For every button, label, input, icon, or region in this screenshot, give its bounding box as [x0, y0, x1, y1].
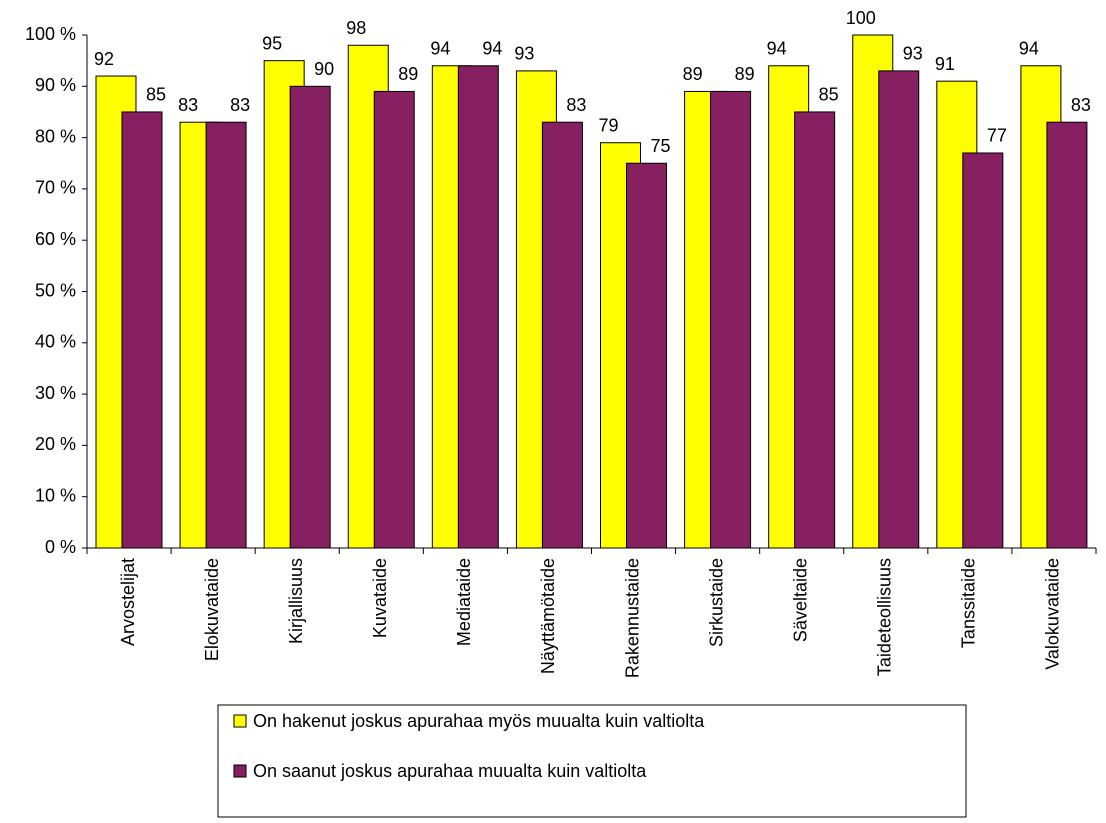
y-tick-label: 60 %: [35, 229, 76, 249]
data-label: 100: [846, 8, 876, 28]
data-label: 89: [735, 64, 755, 84]
x-tick-label: Arvostelijat: [118, 558, 138, 646]
x-tick-label: Kuvataide: [370, 558, 390, 638]
y-tick-label: 20 %: [35, 434, 76, 454]
bar: [1046, 121, 1088, 549]
bar: [541, 121, 583, 549]
x-tick-label: Säveltaide: [790, 558, 810, 642]
bar: [626, 162, 667, 549]
data-label: 92: [94, 49, 114, 69]
x-tick-label: Taideteollisuus: [875, 558, 895, 676]
data-label: 83: [566, 95, 586, 115]
legend-label: On saanut joskus apurahaa muualta kuin v…: [253, 761, 647, 781]
y-tick-label: 10 %: [35, 485, 76, 505]
data-label: 94: [482, 39, 502, 59]
data-label: 95: [262, 33, 282, 53]
x-tick-label: Kirjallisuus: [286, 558, 306, 644]
bar: [962, 152, 1004, 549]
y-tick-label: 30 %: [35, 383, 76, 403]
bar: [205, 121, 247, 549]
data-label: 93: [514, 44, 534, 64]
data-label: 83: [230, 95, 250, 115]
bar: [289, 85, 331, 549]
data-label: 79: [598, 115, 618, 135]
data-label: 75: [650, 136, 670, 156]
data-label: 93: [903, 44, 923, 64]
legend-swatch: [233, 714, 247, 728]
y-tick-label: 80 %: [35, 126, 76, 146]
data-label: 85: [819, 85, 839, 105]
x-tick-label: Sirkustaide: [706, 558, 726, 647]
y-tick-label: 40 %: [35, 332, 76, 352]
bar: [373, 90, 415, 549]
data-label: 89: [683, 64, 703, 84]
data-label: 91: [935, 54, 955, 74]
y-tick-label: 90 %: [35, 75, 76, 95]
data-label: 94: [1019, 39, 1039, 59]
x-tick-label: Valokuvataide: [1043, 558, 1063, 670]
data-label: 83: [178, 95, 198, 115]
x-tick-label: Elokuvataide: [202, 558, 222, 661]
data-label: 83: [1071, 95, 1091, 115]
x-tick-label: Rakennustaide: [622, 558, 642, 678]
data-label: 94: [430, 39, 450, 59]
data-label: 77: [987, 126, 1007, 146]
y-tick-label: 100 %: [25, 24, 76, 44]
x-tick-label: Näyttämötaide: [538, 558, 558, 674]
bar: [878, 70, 920, 549]
y-tick-label: 50 %: [35, 280, 76, 300]
data-label: 89: [398, 64, 418, 84]
bar: [794, 111, 836, 549]
data-label: 85: [146, 85, 166, 105]
legend-swatch: [233, 764, 247, 778]
legend-label: On hakenut joskus apurahaa myös muualta …: [253, 711, 705, 731]
y-tick-label: 0 %: [45, 537, 76, 557]
bar: [457, 65, 499, 549]
x-tick-label: Mediataide: [454, 558, 474, 646]
legend-box: [217, 704, 967, 818]
bar: [121, 111, 163, 549]
x-tick-label: Tanssitaide: [959, 558, 979, 648]
bar: [710, 90, 752, 549]
data-label: 90: [314, 59, 334, 79]
data-label: 98: [346, 18, 366, 38]
data-label: 94: [767, 39, 787, 59]
y-tick-label: 70 %: [35, 178, 76, 198]
